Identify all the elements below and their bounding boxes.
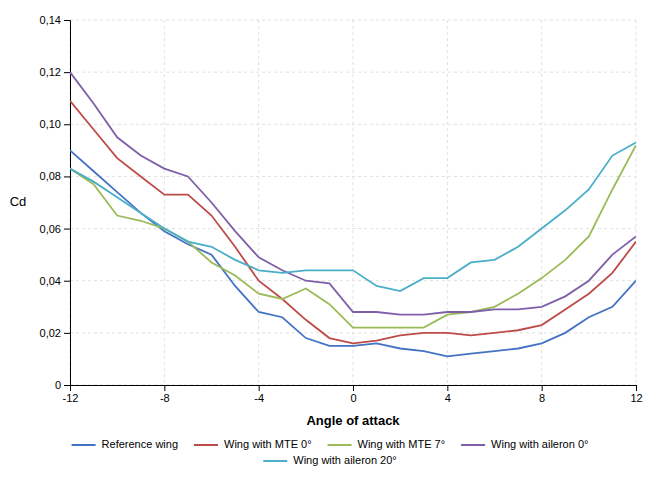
grid-line (164, 20, 165, 385)
tick-mark (636, 385, 637, 391)
legend-item: Wing with aileron 0° (461, 438, 588, 450)
tick-mark (259, 385, 260, 391)
tick-mark (447, 385, 448, 391)
tick: 0,12 (40, 66, 70, 78)
legend-label: Wing with MTE 7° (358, 438, 446, 450)
tick-label: -4 (254, 392, 264, 404)
tick-label: 12 (630, 392, 642, 404)
tick-label: 0,12 (40, 66, 61, 78)
tick: 8 (539, 385, 545, 404)
grid-line (447, 20, 448, 385)
tick-mark (64, 281, 70, 282)
tick-label: 8 (539, 392, 545, 404)
tick: 0,06 (40, 223, 70, 235)
tick-mark (353, 385, 354, 391)
tick-label: -12 (63, 392, 79, 404)
tick-label: 0,06 (40, 223, 61, 235)
tick-label: 0,14 (40, 14, 61, 26)
axis-line (64, 21, 71, 386)
axis-line (71, 386, 637, 392)
legend-swatch (263, 460, 287, 462)
grid (70, 20, 636, 385)
tick: 0,08 (40, 170, 70, 182)
tick-label: -8 (160, 392, 170, 404)
legend-item: Wing with MTE 7° (328, 438, 446, 450)
tick: 4 (445, 385, 451, 404)
tick-label: 4 (445, 392, 451, 404)
legend-label: Wing with aileron 0° (491, 438, 588, 450)
legend-swatch (72, 444, 96, 446)
tick-mark (164, 385, 165, 391)
legend-label: Wing with MTE 0° (224, 438, 312, 450)
tick: 0 (350, 385, 356, 404)
grid-line (258, 20, 259, 385)
tick-mark (542, 385, 543, 391)
series-line (70, 145, 636, 328)
legend-swatch (328, 444, 352, 446)
tick: 0,04 (40, 275, 70, 287)
legend-label: Wing with aileron 20° (293, 454, 396, 466)
tick-mark (64, 229, 70, 230)
legend-swatch (461, 444, 485, 446)
series-line (70, 150, 636, 356)
grid-line (636, 20, 637, 385)
y-axis-title: Cd (10, 194, 27, 209)
tick-mark (64, 176, 70, 177)
x-axis: -12 -8 -4 0 4 8 12 (63, 385, 643, 404)
grid-line (353, 20, 354, 385)
tick: 0 (55, 379, 70, 391)
plot: -12 -8 -4 0 4 8 12 0 0,02 0,04 0,06 0,08 0,10 0,12 0,1… (40, 14, 643, 404)
chart: -12 -8 -4 0 4 8 12 0 0,02 0,04 0,06 0,08 0,10 0,12 0,1… (0, 0, 660, 479)
tick-label: 0 (350, 392, 356, 404)
legend: Reference wing Wing with MTE 0° Wing with … (72, 438, 589, 466)
series-line (70, 101, 636, 343)
tick: -8 (160, 385, 170, 404)
tick-label: 0 (55, 379, 61, 391)
tick-label: 0,10 (40, 118, 61, 130)
tick-label: 0,08 (40, 170, 61, 182)
legend-item: Reference wing (72, 438, 178, 450)
legend-item: Wing with aileron 20° (263, 454, 396, 466)
tick-label: 0,02 (40, 327, 61, 339)
legend-label: Reference wing (102, 438, 178, 450)
legend-swatch (194, 444, 218, 446)
grid-line (70, 72, 636, 73)
tick-mark (64, 20, 70, 21)
tick-label: 0,04 (40, 275, 61, 287)
tick: -4 (254, 385, 264, 404)
tick: 0,10 (40, 118, 70, 130)
tick-mark (64, 124, 70, 125)
series-group (70, 72, 636, 356)
x-axis-title: Angle of attack (306, 413, 400, 428)
tick-mark (64, 385, 70, 386)
series-line (70, 72, 636, 314)
tick-mark (64, 72, 70, 73)
series-line (70, 143, 636, 292)
tick-mark (64, 333, 70, 334)
tick: -12 (63, 385, 79, 404)
grid-line (70, 228, 636, 229)
tick: 0,02 (40, 327, 70, 339)
grid-line (541, 20, 542, 385)
tick: 12 (630, 385, 642, 404)
legend-item: Wing with MTE 0° (194, 438, 312, 450)
y-axis: 0 0,02 0,04 0,06 0,08 0,10 0,12 0,14 (40, 14, 71, 391)
tick: 0,14 (40, 14, 70, 26)
